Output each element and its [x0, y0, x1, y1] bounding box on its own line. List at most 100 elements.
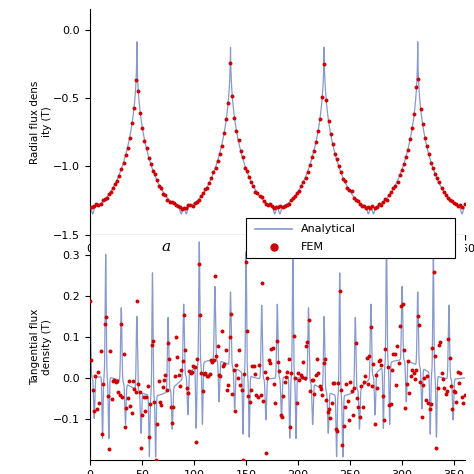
Point: [249, 362, 256, 370]
Point: [109, 184, 117, 192]
Point: [258, 279, 265, 287]
Point: [443, 388, 451, 395]
Point: [390, 350, 397, 357]
Point: [374, 384, 381, 392]
Point: [363, 354, 370, 362]
Point: [246, 398, 254, 405]
Point: [420, 374, 428, 382]
Point: [394, 178, 401, 186]
Point: [446, 196, 454, 203]
Point: [388, 188, 395, 196]
Point: [98, 430, 106, 438]
Point: [438, 369, 446, 377]
Point: [383, 196, 391, 203]
Point: [160, 376, 168, 383]
Point: [210, 168, 217, 176]
Point: [356, 413, 364, 420]
Point: [102, 313, 110, 321]
Point: [353, 394, 361, 402]
Point: [230, 366, 237, 374]
Point: [159, 190, 167, 197]
Point: [135, 380, 142, 388]
Point: [335, 379, 342, 387]
Point: [297, 371, 305, 379]
Point: [220, 360, 228, 368]
Point: [108, 395, 115, 403]
Point: [380, 417, 388, 424]
Point: [320, 60, 328, 67]
Point: [117, 320, 125, 328]
Point: [164, 339, 172, 347]
Point: [92, 201, 100, 208]
Point: [411, 375, 419, 383]
Point: [320, 359, 328, 367]
Point: [173, 353, 181, 360]
Point: [101, 320, 109, 328]
Point: [129, 378, 137, 385]
Point: [147, 161, 155, 168]
Point: [348, 188, 356, 195]
Point: [210, 356, 218, 364]
Point: [283, 201, 291, 209]
Point: [103, 194, 110, 201]
Point: [234, 374, 241, 382]
Point: [385, 191, 393, 199]
Point: [162, 191, 169, 199]
Point: [180, 311, 188, 319]
Point: [417, 106, 424, 113]
Point: [228, 92, 236, 100]
Point: [331, 151, 338, 158]
Point: [422, 397, 429, 404]
Point: [345, 416, 353, 423]
Point: [231, 114, 238, 122]
Point: [377, 201, 384, 209]
Point: [274, 358, 282, 366]
Point: [379, 392, 386, 400]
Point: [428, 344, 436, 352]
Point: [298, 373, 306, 381]
Point: [178, 366, 185, 374]
Point: [352, 339, 360, 346]
Point: [384, 364, 392, 371]
Point: [301, 374, 309, 382]
Point: [162, 371, 169, 379]
Point: [237, 381, 244, 389]
Point: [95, 201, 102, 209]
Point: [282, 374, 290, 381]
Point: [206, 370, 213, 378]
Point: [195, 196, 202, 204]
Point: [182, 346, 189, 354]
Point: [99, 196, 106, 204]
Point: [323, 96, 330, 104]
Point: [247, 387, 255, 394]
Point: [101, 195, 109, 203]
Point: [89, 386, 97, 393]
Point: [214, 342, 221, 349]
Point: [433, 444, 440, 452]
Point: [199, 189, 207, 196]
Point: [212, 164, 219, 172]
Point: [373, 203, 381, 210]
Point: [154, 420, 161, 428]
Point: [219, 362, 227, 369]
Point: [157, 184, 165, 191]
Point: [346, 378, 354, 385]
Point: [444, 194, 452, 202]
Point: [459, 400, 467, 407]
Point: [255, 192, 263, 200]
Point: [387, 400, 394, 408]
Point: [172, 201, 180, 209]
Point: [153, 177, 161, 184]
Point: [431, 352, 439, 360]
Point: [149, 167, 156, 174]
Point: [105, 445, 113, 453]
Point: [204, 372, 212, 380]
Point: [280, 392, 287, 400]
Point: [140, 393, 147, 401]
Point: [343, 380, 350, 387]
Point: [461, 391, 468, 398]
Point: [91, 202, 98, 210]
Point: [172, 334, 180, 341]
Point: [341, 403, 349, 410]
Point: [379, 198, 387, 206]
